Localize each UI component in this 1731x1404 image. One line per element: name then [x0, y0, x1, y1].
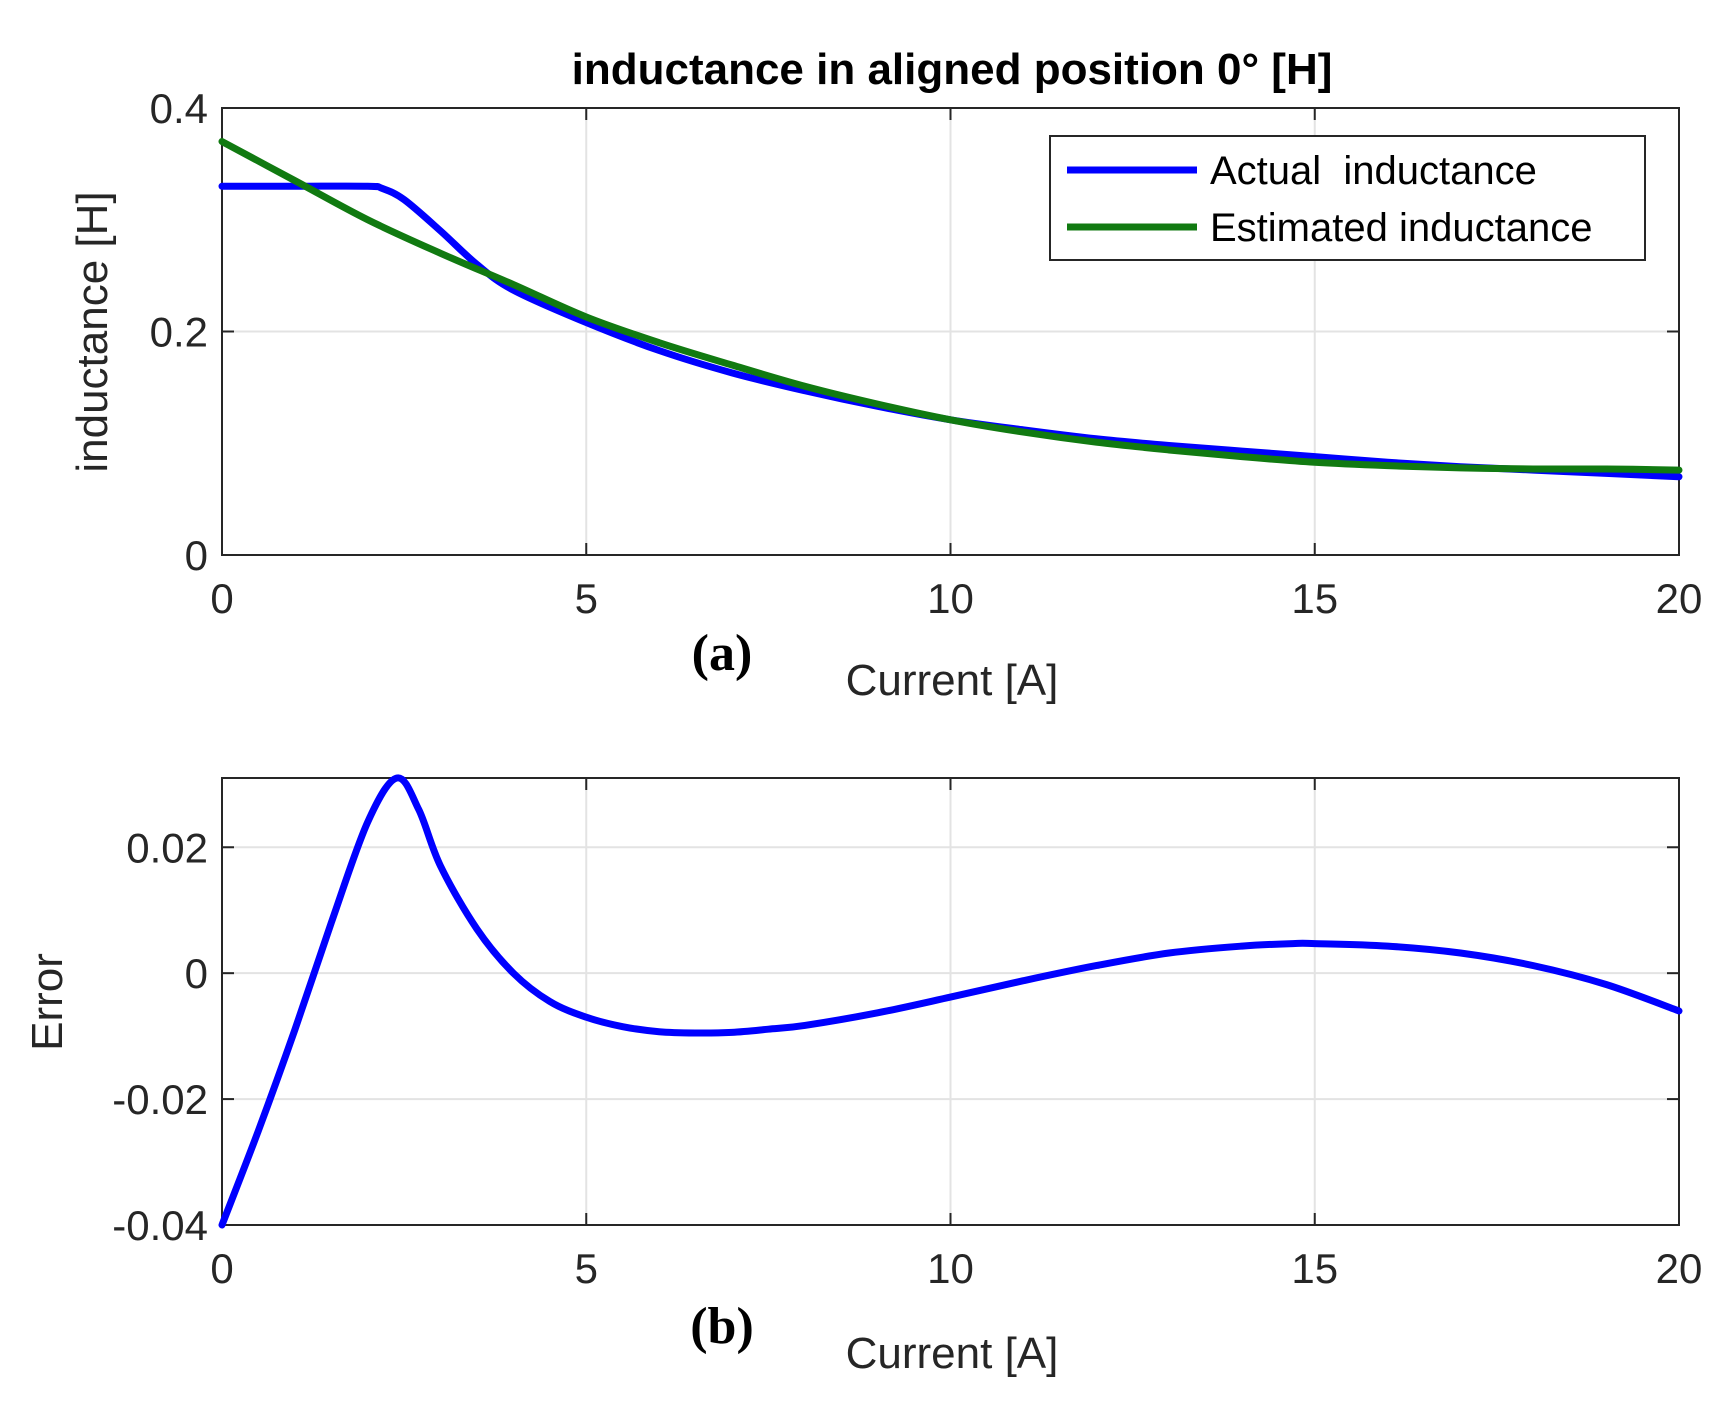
legend: Actual inductance Estimated inductance [1049, 135, 1646, 261]
y-tick-label: -0.02 [112, 1076, 208, 1123]
panel-label-b: (b) [690, 1298, 754, 1355]
x-tick-label: 20 [1656, 1245, 1703, 1292]
x-tick-label: 15 [1291, 1245, 1338, 1292]
legend-label-actual: Actual inductance [1210, 149, 1537, 193]
x-tick-label: 0 [210, 1245, 233, 1292]
x-axis-label-a: Current [A] [846, 656, 1059, 705]
ticks-b [221, 778, 1680, 1226]
x-axis-label-b: Current [A] [846, 1329, 1059, 1378]
series-line-estimated-inductance [218, 138, 1683, 474]
legend-box [1049, 135, 1646, 261]
x-tick-label: 10 [927, 1245, 974, 1292]
y-tick-label: -0.04 [112, 1202, 208, 1249]
tick-labels-b: 0 5 10 15 20 -0.04 -0.02 0 0.02 [112, 824, 1702, 1292]
legend-label-estimated: Estimated inductance [1210, 206, 1592, 250]
ticks-a [221, 107, 1680, 556]
x-tick-label: 15 [1291, 575, 1338, 622]
x-tick-label: 5 [575, 575, 598, 622]
y-axis-label-a: inductance [H] [68, 191, 117, 472]
series-line-error [218, 774, 1683, 1229]
inductance-chart: inductance in aligned position 0° [H] 0 … [68, 45, 1702, 705]
lines-b [218, 774, 1683, 1229]
lines-a [218, 138, 1683, 481]
y-tick-label: 0 [185, 532, 208, 579]
panel-label-a: (a) [692, 625, 753, 682]
y-axis-label-b: Error [23, 953, 72, 1051]
y-tick-label: 0.02 [126, 824, 208, 871]
error-chart: 0 5 10 15 20 -0.04 -0.02 0 0.02 Error Cu… [23, 774, 1702, 1378]
y-tick-label: 0 [185, 950, 208, 997]
y-tick-label: 0.2 [150, 309, 208, 356]
x-tick-label: 5 [575, 1245, 598, 1292]
chart-title: inductance in aligned position 0° [H] [572, 45, 1333, 94]
x-tick-label: 20 [1656, 575, 1703, 622]
y-tick-label: 0.4 [150, 85, 208, 132]
x-tick-label: 0 [210, 575, 233, 622]
tick-labels-a: 0 5 10 15 20 0 0.2 0.4 [150, 85, 1703, 622]
grid-b [222, 778, 1679, 1225]
x-tick-label: 10 [927, 575, 974, 622]
